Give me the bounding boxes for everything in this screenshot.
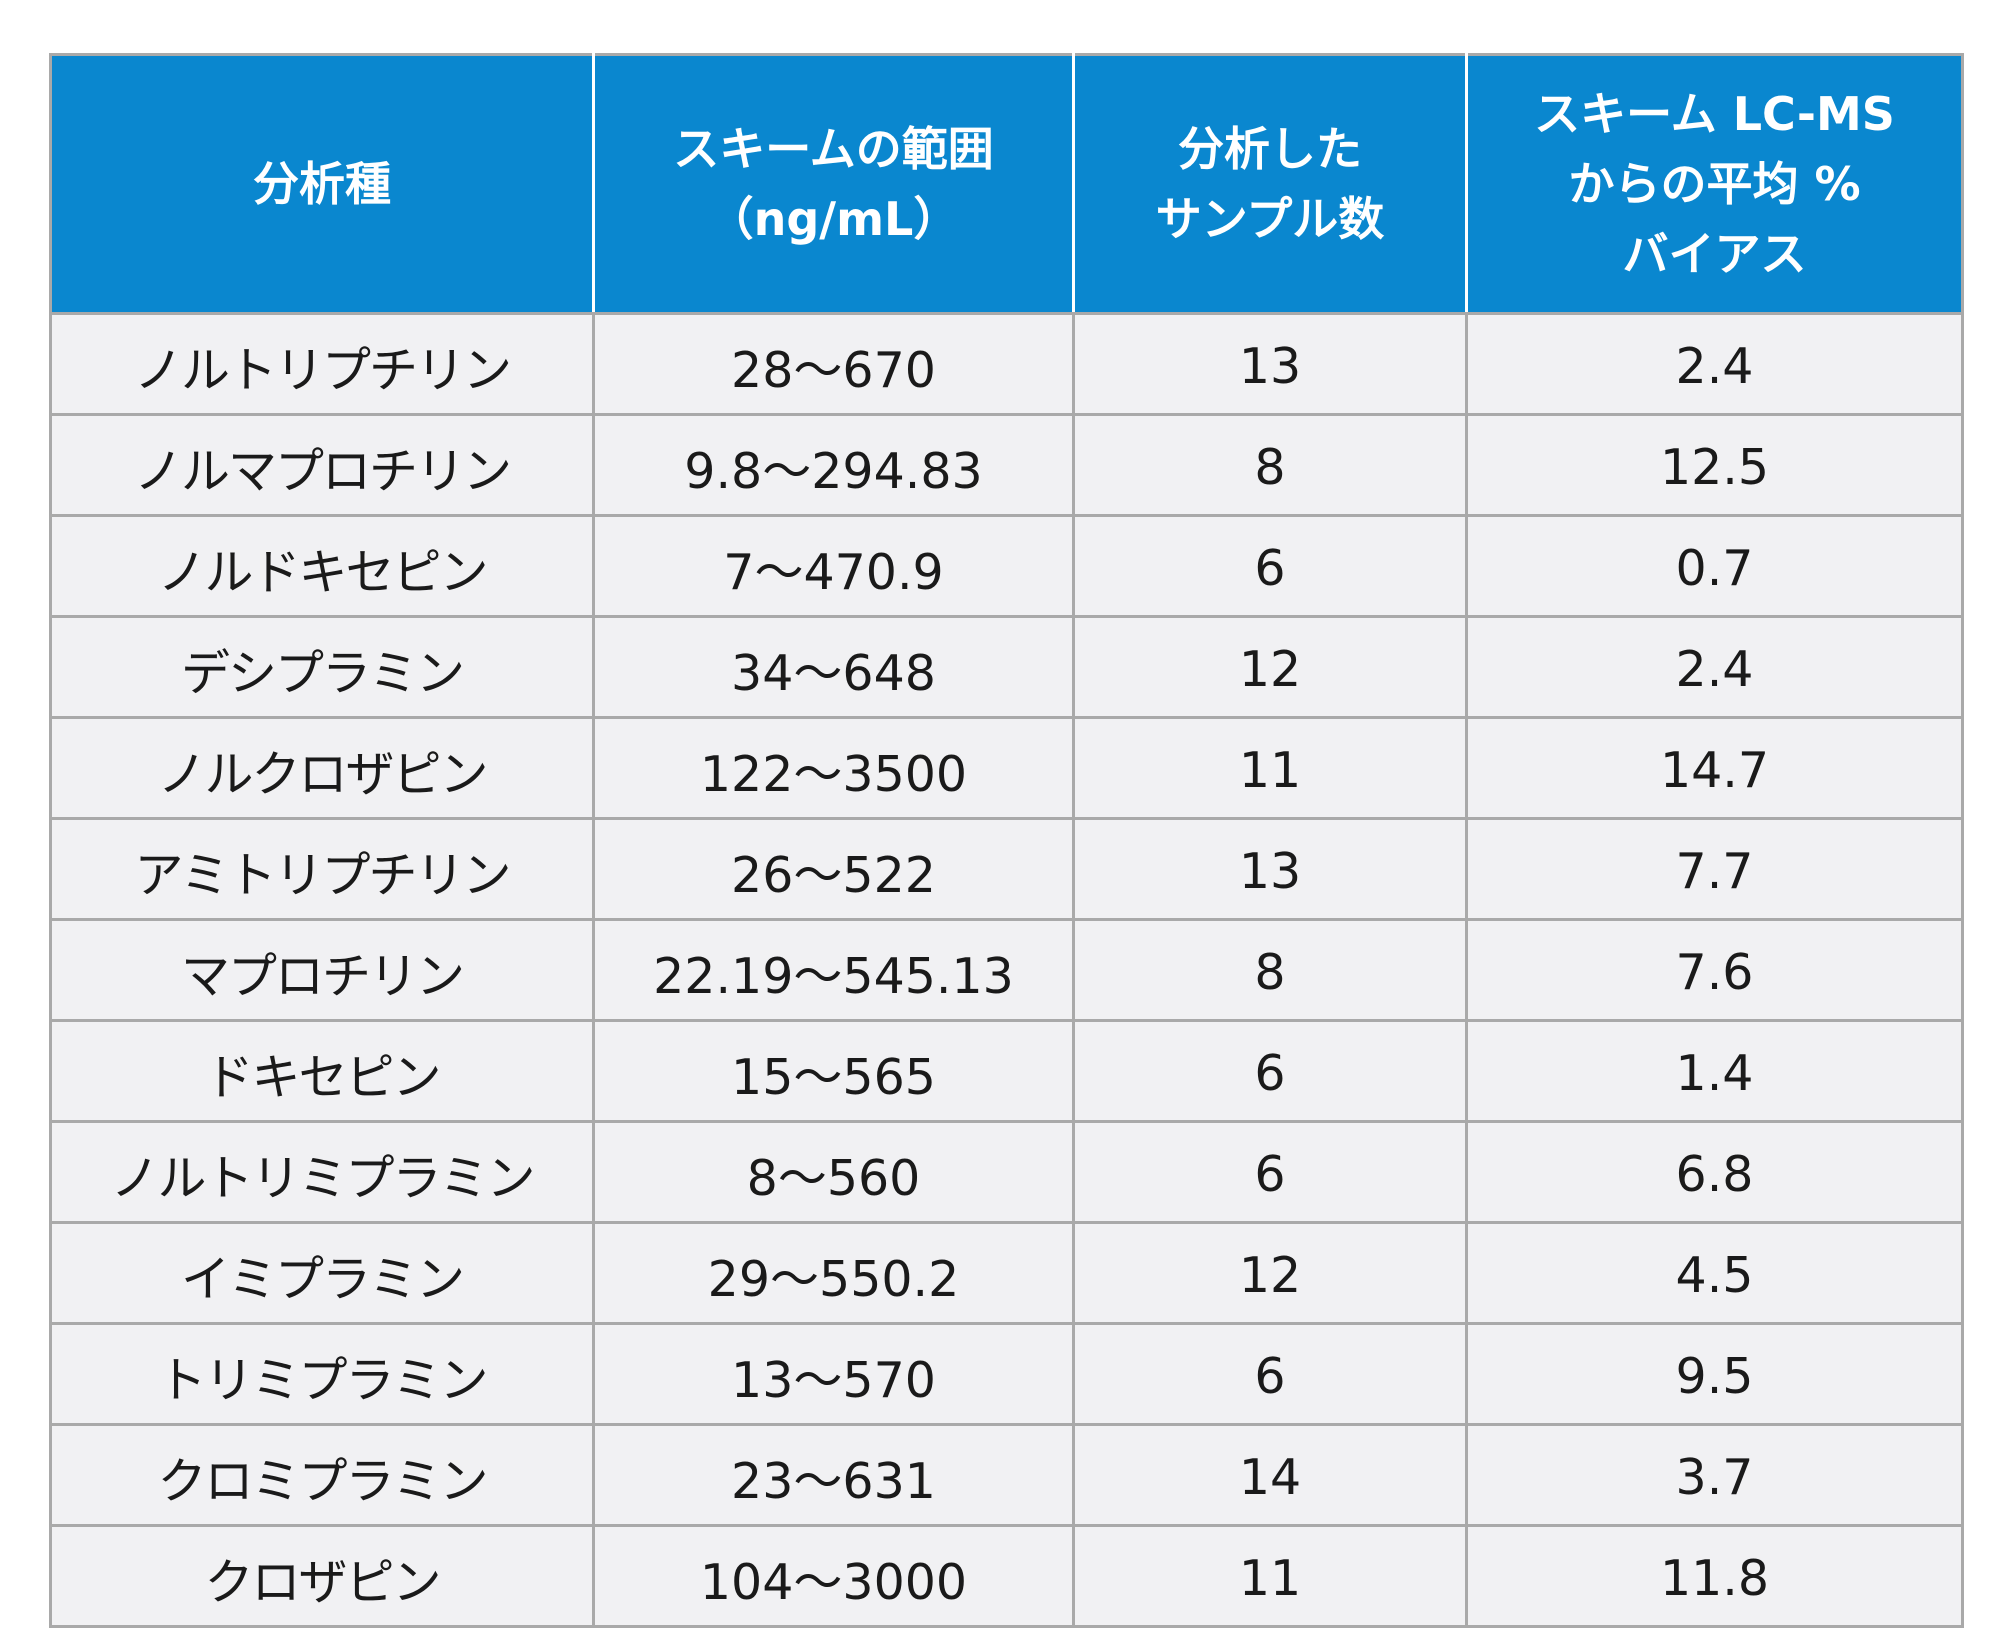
header-line: （ng/mL）: [707, 192, 960, 246]
cell-mean-bias: 6.8: [1465, 1120, 1964, 1224]
cell-scheme-range: 34～648: [592, 615, 1075, 719]
data-table-container: 分析種 スキームの範囲 （ng/mL） 分析した サンプル数 スキーム LC-M…: [49, 53, 1964, 1628]
table-row: ノルトリプチリン 28～670 13 2.4: [49, 312, 1964, 416]
header-line: バイアス: [1622, 227, 1807, 281]
cell-analyte: クロザピン: [49, 1524, 595, 1628]
header-line: 分析した: [1178, 122, 1362, 176]
header-analyte: 分析種: [49, 53, 595, 315]
table-row: クロザピン 104～3000 11 11.8: [49, 1524, 1964, 1628]
cell-analyte: ノルドキセピン: [49, 514, 595, 618]
cell-analyte: クロミプラミン: [49, 1423, 595, 1527]
cell-analyte: ドキセピン: [49, 1019, 595, 1123]
data-table: 分析種 スキームの範囲 （ng/mL） 分析した サンプル数 スキーム LC-M…: [49, 53, 1964, 1628]
cell-scheme-range: 22.19～545.13: [592, 918, 1075, 1022]
cell-sample-count: 6: [1072, 1120, 1468, 1224]
header-line: 分析種: [253, 157, 391, 211]
cell-analyte: マプロチリン: [49, 918, 595, 1022]
cell-scheme-range: 29～550.2: [592, 1221, 1075, 1325]
table-row: ドキセピン 15～565 6 1.4: [49, 1019, 1964, 1123]
table-row: ノルドキセピン 7～470.9 6 0.7: [49, 514, 1964, 618]
cell-sample-count: 12: [1072, 1221, 1468, 1325]
cell-analyte: ノルトリプチリン: [49, 312, 595, 416]
cell-mean-bias: 0.7: [1465, 514, 1964, 618]
cell-analyte: アミトリプチリン: [49, 817, 595, 921]
cell-mean-bias: 14.7: [1465, 716, 1964, 820]
table-row: ノルクロザピン 122～3500 11 14.7: [49, 716, 1964, 820]
cell-sample-count: 6: [1072, 1322, 1468, 1426]
cell-analyte: ノルトリミプラミン: [49, 1120, 595, 1224]
cell-sample-count: 6: [1072, 1019, 1468, 1123]
header-line: サンプル数: [1155, 192, 1385, 246]
header-row: 分析種 スキームの範囲 （ng/mL） 分析した サンプル数 スキーム LC-M…: [49, 53, 1964, 315]
table-body: ノルトリプチリン 28～670 13 2.4 ノルマプロチリン 9.8～294.83 8 12…: [49, 312, 1964, 1628]
cell-mean-bias: 11.8: [1465, 1524, 1964, 1628]
cell-analyte: ノルクロザピン: [49, 716, 595, 820]
table-row: イミプラミン 29～550.2 12 4.5: [49, 1221, 1964, 1325]
cell-sample-count: 6: [1072, 514, 1468, 618]
header-line: からの平均 %: [1568, 157, 1861, 211]
table-row: クロミプラミン 23～631 14 3.7: [49, 1423, 1964, 1527]
cell-mean-bias: 4.5: [1465, 1221, 1964, 1325]
cell-scheme-range: 13～570: [592, 1322, 1075, 1426]
cell-mean-bias: 2.4: [1465, 615, 1964, 719]
cell-mean-bias: 9.5: [1465, 1322, 1964, 1426]
cell-sample-count: 12: [1072, 615, 1468, 719]
cell-mean-bias: 2.4: [1465, 312, 1964, 416]
table-row: アミトリプチリン 26～522 13 7.7: [49, 817, 1964, 921]
cell-scheme-range: 28～670: [592, 312, 1075, 416]
cell-mean-bias: 3.7: [1465, 1423, 1964, 1527]
cell-sample-count: 8: [1072, 413, 1468, 517]
cell-scheme-range: 23～631: [592, 1423, 1075, 1527]
cell-sample-count: 11: [1072, 1524, 1468, 1628]
header-scheme-range: スキームの範囲 （ng/mL）: [592, 53, 1075, 315]
table-row: ノルトリミプラミン 8～560 6 6.8: [49, 1120, 1964, 1224]
table-row: デシプラミン 34～648 12 2.4: [49, 615, 1964, 719]
table-row: マプロチリン 22.19～545.13 8 7.6: [49, 918, 1964, 1022]
table-row: ノルマプロチリン 9.8～294.83 8 12.5: [49, 413, 1964, 517]
cell-analyte: ノルマプロチリン: [49, 413, 595, 517]
cell-scheme-range: 122～3500: [592, 716, 1075, 820]
cell-scheme-range: 15～565: [592, 1019, 1075, 1123]
cell-analyte: デシプラミン: [49, 615, 595, 719]
cell-analyte: イミプラミン: [49, 1221, 595, 1325]
cell-scheme-range: 26～522: [592, 817, 1075, 921]
header-line: スキーム LC-MS: [1534, 87, 1895, 141]
cell-sample-count: 11: [1072, 716, 1468, 820]
cell-mean-bias: 12.5: [1465, 413, 1964, 517]
header-mean-bias: スキーム LC-MS からの平均 % バイアス: [1465, 53, 1964, 315]
cell-analyte: トリミプラミン: [49, 1322, 595, 1426]
cell-scheme-range: 9.8～294.83: [592, 413, 1075, 517]
cell-mean-bias: 7.6: [1465, 918, 1964, 1022]
header-sample-count: 分析した サンプル数: [1072, 53, 1468, 315]
header-line: スキームの範囲: [673, 122, 994, 176]
cell-scheme-range: 104～3000: [592, 1524, 1075, 1628]
cell-mean-bias: 7.7: [1465, 817, 1964, 921]
table-row: トリミプラミン 13～570 6 9.5: [49, 1322, 1964, 1426]
cell-scheme-range: 8～560: [592, 1120, 1075, 1224]
cell-scheme-range: 7～470.9: [592, 514, 1075, 618]
cell-mean-bias: 1.4: [1465, 1019, 1964, 1123]
cell-sample-count: 8: [1072, 918, 1468, 1022]
cell-sample-count: 14: [1072, 1423, 1468, 1527]
cell-sample-count: 13: [1072, 817, 1468, 921]
cell-sample-count: 13: [1072, 312, 1468, 416]
table-header: 分析種 スキームの範囲 （ng/mL） 分析した サンプル数 スキーム LC-M…: [49, 53, 1964, 315]
